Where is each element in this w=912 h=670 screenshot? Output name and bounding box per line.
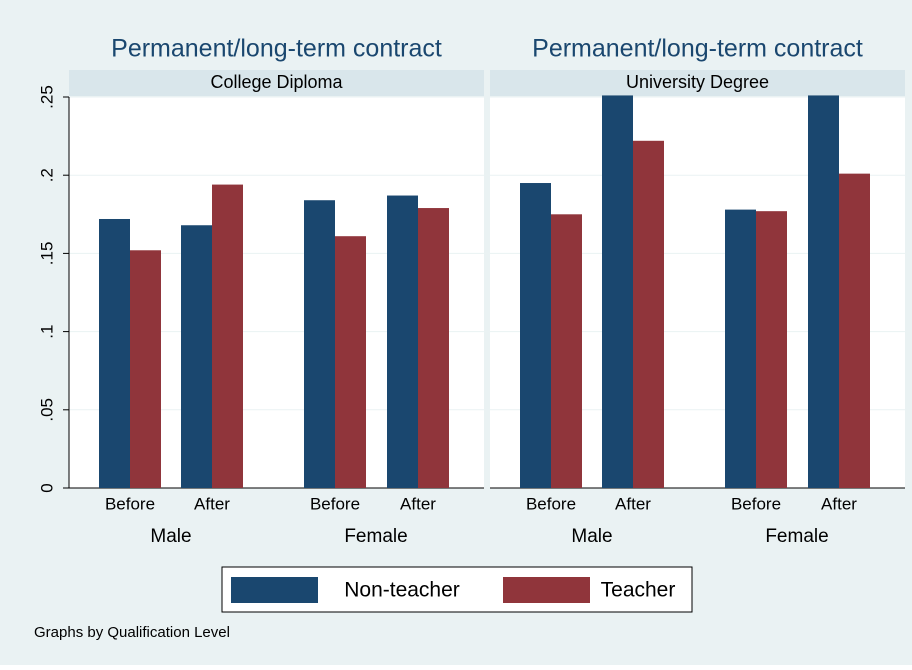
x-tick-label: Before [105,494,155,513]
bar [418,208,449,488]
legend-swatch [503,577,590,603]
panel-title: Permanent/long-term contract [532,35,863,63]
x-group-label: Female [344,526,407,547]
bar [212,184,243,489]
x-tick-label: After [821,494,857,513]
y-tick-label: .25 [37,85,56,109]
bar [839,173,870,489]
x-group-label: Female [765,526,828,547]
bar [181,225,212,489]
legend-swatch [231,577,318,603]
panel-subtitle: College Diploma [210,72,343,92]
panel-subtitle: University Degree [626,72,769,92]
bar [808,95,839,488]
bar [520,183,551,488]
bar [633,140,664,489]
panel-strip [69,70,484,96]
x-tick-label: Before [526,494,576,513]
bar [756,211,787,488]
y-tick-label: .05 [37,398,56,422]
legend-label: Non-teacher [344,579,460,602]
y-tick-label: .1 [37,325,56,339]
x-group-label: Male [571,526,612,547]
x-tick-label: Before [731,494,781,513]
bar [304,200,335,488]
x-tick-label: After [615,494,651,513]
x-tick-label: After [400,494,436,513]
bar [602,95,633,488]
bar [551,214,582,489]
bar [387,195,418,489]
panel-title: Permanent/long-term contract [111,35,442,63]
x-tick-label: Before [310,494,360,513]
panel-strip [490,70,905,96]
note: Graphs by Qualification Level [34,624,230,641]
y-tick-label: .15 [37,242,56,266]
x-group-label: Male [150,526,191,547]
y-tick-label: .2 [37,168,56,182]
x-tick-label: After [194,494,230,513]
bar [130,250,161,488]
y-tick-label: 0 [37,483,56,492]
bar [725,209,756,488]
bar [99,218,130,488]
legend-label: Teacher [601,579,676,602]
bar [335,236,366,488]
